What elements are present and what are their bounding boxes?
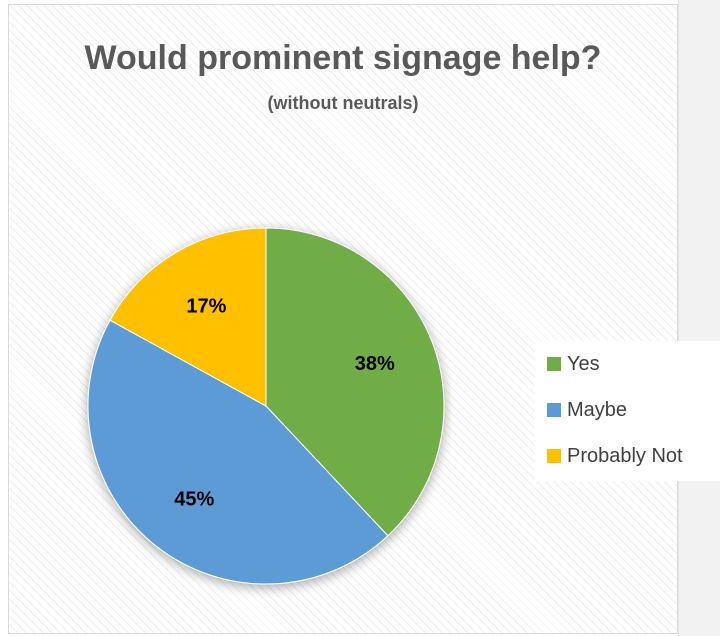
pie-slice-maybe	[87, 319, 389, 585]
slice-label-yes: 38%	[355, 353, 395, 375]
legend-swatch-yes	[547, 357, 561, 371]
chart-subtitle: (without neutrals)	[267, 93, 419, 113]
slice-label-maybe: 45%	[174, 488, 214, 510]
pie-slice-probably-not	[109, 227, 267, 407]
pie-slice-yes	[265, 227, 445, 537]
slice-label-probably-not: 17%	[186, 295, 226, 317]
chart-title: Would prominent signage help?	[84, 39, 602, 77]
legend-swatch-probably-not	[547, 449, 561, 463]
legend-label-maybe: Maybe	[567, 398, 628, 421]
legend-label-yes: Yes	[567, 352, 600, 375]
legend-label-probably-not: Probably Not	[567, 444, 683, 467]
legend-swatch-maybe	[547, 403, 561, 417]
chart-area: Would prominent signage help? (without n…	[8, 4, 720, 634]
adjacent-window-edge	[678, 0, 720, 636]
pie-chart: 38% 45% 17%	[87, 227, 445, 585]
chart-legend: Yes Maybe Probably Not	[535, 341, 720, 481]
legend-item-yes: Yes	[547, 351, 600, 377]
legend-item-probably-not: Probably Not	[547, 443, 683, 469]
legend-item-maybe: Maybe	[547, 397, 627, 423]
